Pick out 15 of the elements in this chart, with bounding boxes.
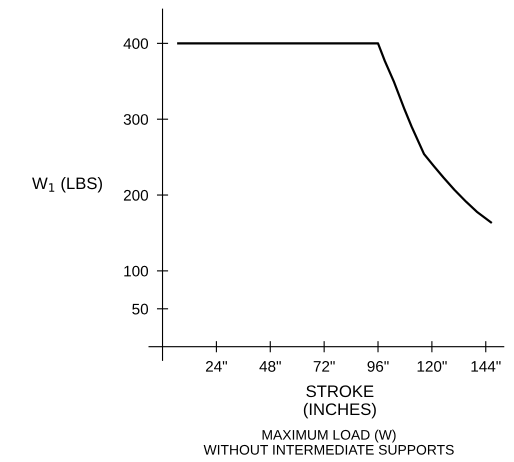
x-tick-label: 96" (368, 361, 389, 372)
x-tick-label: 48" (259, 361, 281, 372)
line-series (177, 42, 492, 224)
x-tick-label: 24" (206, 361, 227, 372)
x-tick-label: 144" (471, 361, 501, 372)
x-tick-label: 72" (314, 361, 335, 372)
text: MAXIMUM LOAD (W) WITHOUT INTERMEDIATE SUPPORTS (204, 430, 454, 455)
y-tick-label: 300 (124, 114, 148, 125)
y-tick-label: 400 (124, 38, 148, 50)
y-axis-title: W$_{1}$ (LBS) (32, 176, 102, 192)
y-tick-label: 200 (124, 190, 148, 201)
y-tick-label: 100 (124, 266, 148, 277)
y-tick-label: 50 (132, 304, 148, 314)
x-axis-title: STROKE (INCHES) (304, 385, 376, 418)
x-tick-label: 120" (418, 361, 447, 372)
